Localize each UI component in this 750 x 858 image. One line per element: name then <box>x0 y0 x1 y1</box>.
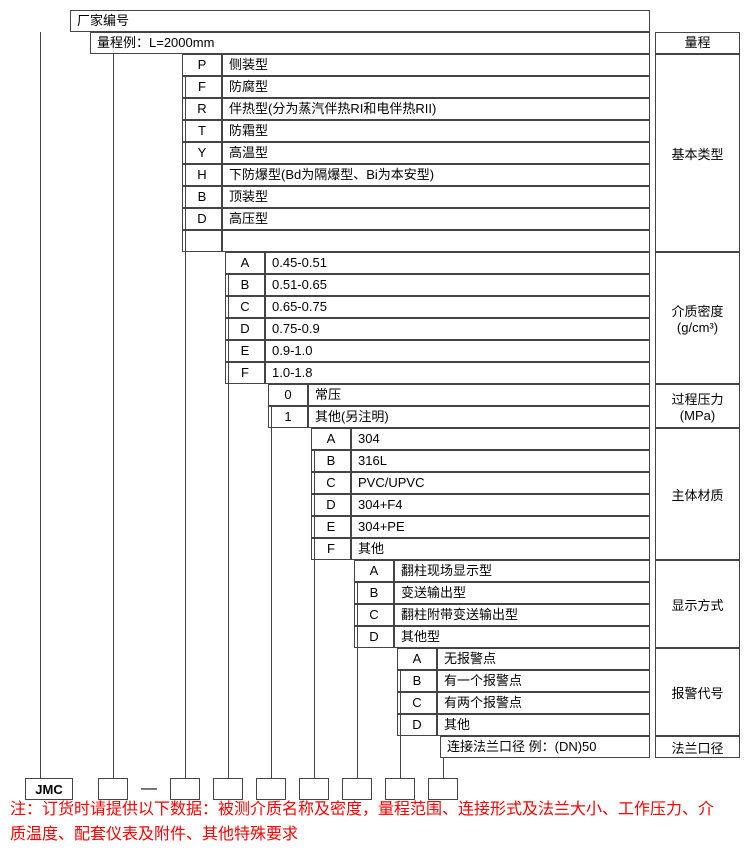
group-0-value-4: 高温型 <box>222 142 650 164</box>
header-vendor-code: 厂家编号 <box>70 10 650 32</box>
group-3-value-3: 304+F4 <box>351 494 650 516</box>
group-4-value-0: 翻柱现场显示型 <box>394 560 650 582</box>
group-3-code-1: B <box>311 450 351 472</box>
right-label-range: 量程 <box>655 32 740 54</box>
header-range-example: 量程例：L=2000mm <box>90 32 650 54</box>
group-5-code-0: A <box>397 648 437 670</box>
right-label-1: 介质密度 (g/cm³) <box>655 252 740 384</box>
group-0-value-0: 侧装型 <box>222 54 650 76</box>
group-1-value-4: 0.9-1.0 <box>265 340 650 362</box>
group-3-code-2: C <box>311 472 351 494</box>
group-5-code-1: B <box>397 670 437 692</box>
group-0-code-8 <box>182 230 222 252</box>
right-label-6: 法兰口径 <box>655 736 740 758</box>
order-box-1 <box>98 778 128 800</box>
connector-line-4 <box>271 406 272 778</box>
right-label-0: 基本类型 <box>655 54 740 252</box>
group-2-code-0: 0 <box>268 384 308 406</box>
order-box-3 <box>213 778 243 800</box>
group-1-value-5: 1.0-1.8 <box>265 362 650 384</box>
group-0-value-7: 高压型 <box>222 208 650 230</box>
group-1-value-1: 0.51-0.65 <box>265 274 650 296</box>
group-1-value-0: 0.45-0.51 <box>265 252 650 274</box>
connector-line-6 <box>357 582 358 778</box>
order-box-6 <box>342 778 372 800</box>
group-1-code-4: E <box>225 340 265 362</box>
connector-line-5 <box>314 450 315 778</box>
group-4-code-2: C <box>354 604 394 626</box>
group-0-code-7: D <box>182 208 222 230</box>
group-0-code-1: F <box>182 76 222 98</box>
group-0-code-2: R <box>182 98 222 120</box>
connector-line-8 <box>443 758 444 778</box>
order-box-4 <box>256 778 286 800</box>
group-5-code-3: D <box>397 714 437 736</box>
group-0-value-1: 防腐型 <box>222 76 650 98</box>
group-0-code-4: Y <box>182 142 222 164</box>
group-0-value-2: 伴热型(分为蒸汽伴热RI和电伴热RII) <box>222 98 650 120</box>
group-1-code-0: A <box>225 252 265 274</box>
group-3-value-0: 304 <box>351 428 650 450</box>
connector-line-3 <box>228 274 229 778</box>
group-0-value-5: 下防爆型(Bd为隔爆型、Bi为本安型) <box>222 164 650 186</box>
right-label-4: 显示方式 <box>655 560 740 648</box>
group-0-value-6: 顶装型 <box>222 186 650 208</box>
group-5-value-2: 有两个报警点 <box>437 692 650 714</box>
group-1-value-3: 0.75-0.9 <box>265 318 650 340</box>
group-3-value-5: 其他 <box>351 538 650 560</box>
group-4-value-2: 翻柱附带变送输出型 <box>394 604 650 626</box>
group-2-value-0: 常压 <box>308 384 650 406</box>
group-0-code-5: H <box>182 164 222 186</box>
connector-line-0 <box>40 32 41 778</box>
right-label-5: 报警代号 <box>655 648 740 736</box>
order-box-8 <box>428 778 458 800</box>
group-0-value-3: 防霜型 <box>222 120 650 142</box>
group-1-code-2: C <box>225 296 265 318</box>
group-1-code-3: D <box>225 318 265 340</box>
group-5-value-1: 有一个报警点 <box>437 670 650 692</box>
group-5-code-2: C <box>397 692 437 714</box>
connector-line-2 <box>185 76 186 778</box>
right-label-3: 主体材质 <box>655 428 740 560</box>
order-box-5 <box>299 778 329 800</box>
group-3-code-4: E <box>311 516 351 538</box>
group-0-value-8 <box>222 230 650 252</box>
group-0-code-3: T <box>182 120 222 142</box>
group-3-value-1: 316L <box>351 450 650 472</box>
group-2-code-1: 1 <box>268 406 308 428</box>
group-4-value-1: 变送输出型 <box>394 582 650 604</box>
right-label-2: 过程压力 (MPa) <box>655 384 740 428</box>
group-3-value-4: 304+PE <box>351 516 650 538</box>
order-box-7 <box>385 778 415 800</box>
group-5-value-3: 其他 <box>437 714 650 736</box>
group-4-code-3: D <box>354 626 394 648</box>
group-4-value-3: 其他型 <box>394 626 650 648</box>
group-0-code-0: P <box>182 54 222 76</box>
group-3-value-2: PVC/UPVC <box>351 472 650 494</box>
group-1-value-2: 0.65-0.75 <box>265 296 650 318</box>
group-2-value-1: 其他(另注明) <box>308 406 650 428</box>
group-3-code-5: F <box>311 538 351 560</box>
group-4-code-0: A <box>354 560 394 582</box>
group-4-code-1: B <box>354 582 394 604</box>
group-6-single: 连接法兰口径 例：(DN)50 <box>440 736 650 758</box>
group-0-code-6: B <box>182 186 222 208</box>
connector-line-1 <box>113 54 114 778</box>
connector-line-7 <box>400 670 401 778</box>
order-box-0: JMC <box>25 778 73 800</box>
group-3-code-3: D <box>311 494 351 516</box>
group-1-code-1: B <box>225 274 265 296</box>
order-dash: — <box>137 778 161 800</box>
group-3-code-0: A <box>311 428 351 450</box>
group-1-code-5: F <box>225 362 265 384</box>
group-5-value-0: 无报警点 <box>437 648 650 670</box>
order-box-2 <box>170 778 200 800</box>
